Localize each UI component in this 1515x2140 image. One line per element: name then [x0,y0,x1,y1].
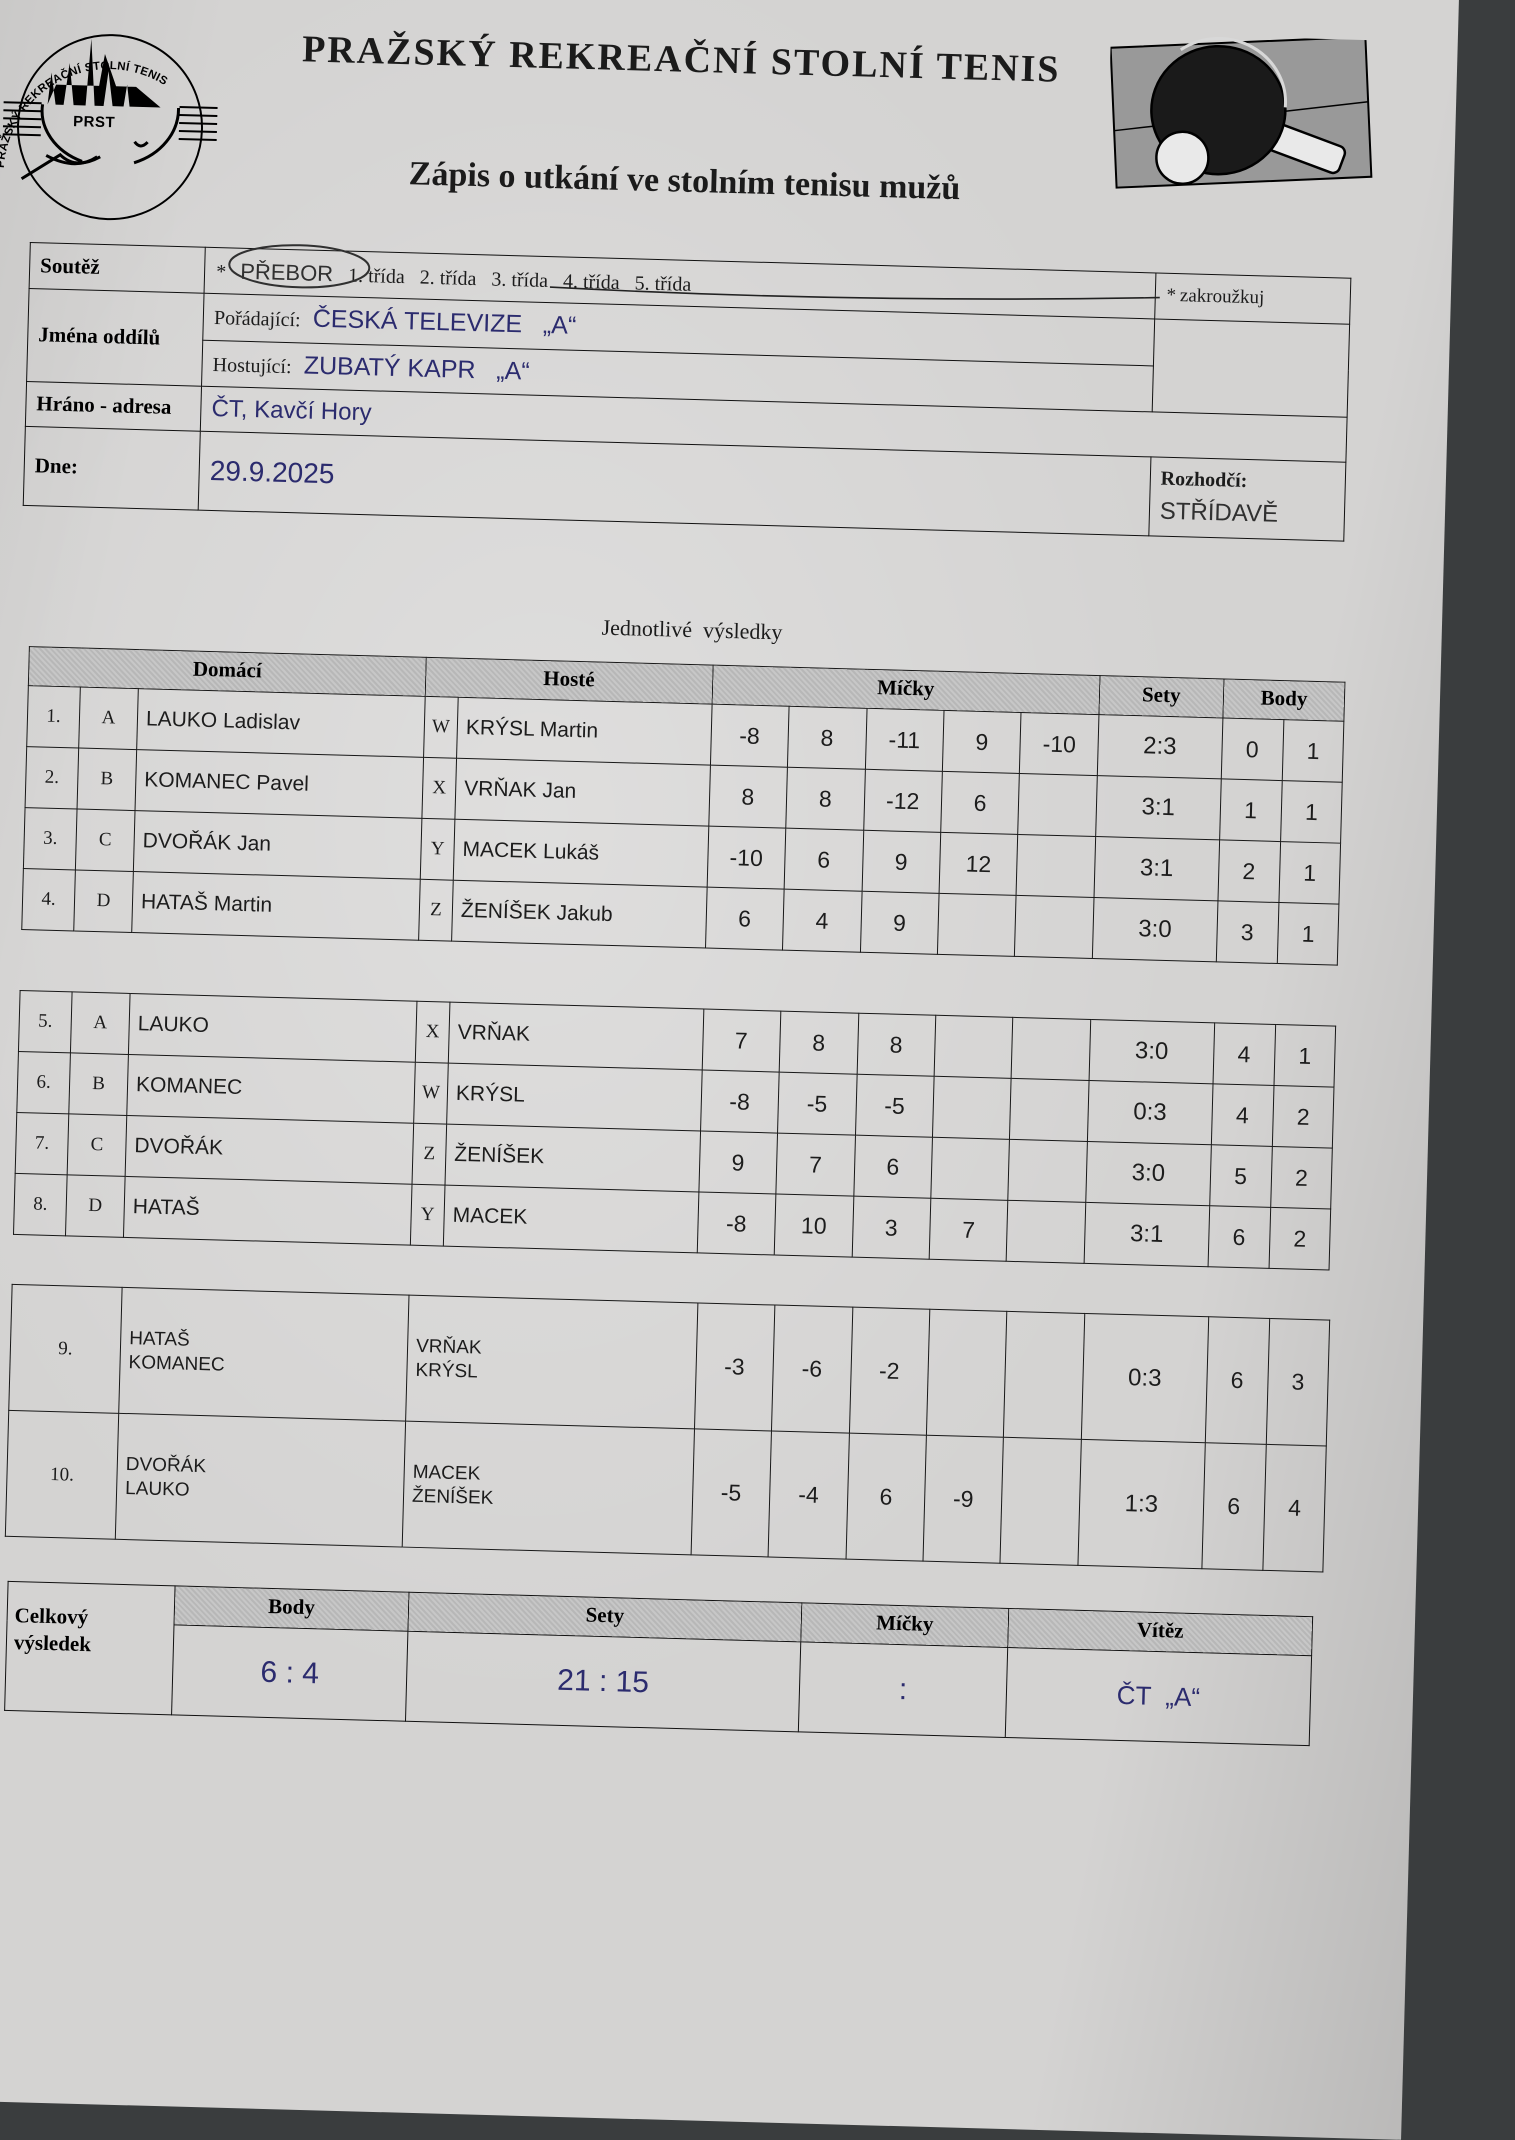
svg-text:PRST: PRST [73,113,115,131]
